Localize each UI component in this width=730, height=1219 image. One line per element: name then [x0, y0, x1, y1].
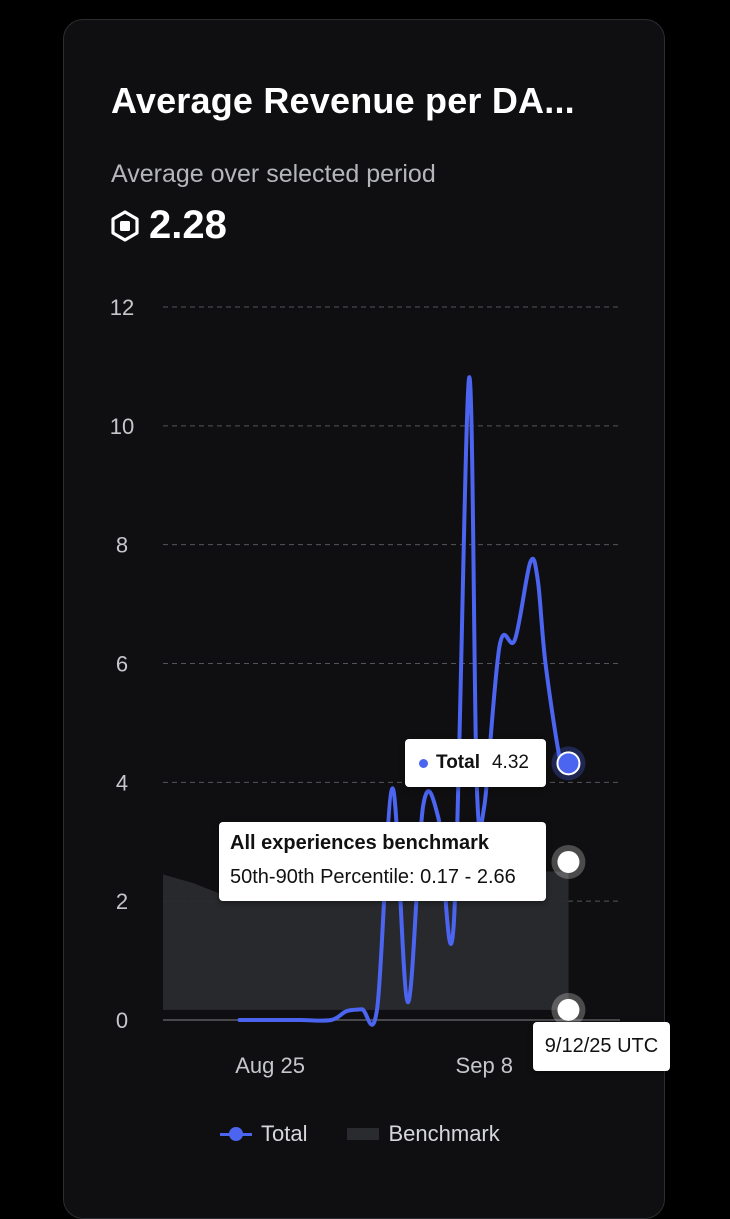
legend-label-total: Total [261, 1121, 308, 1146]
benchmark-high-marker [557, 850, 580, 873]
total-tooltip: Total 4.32 [405, 739, 546, 787]
legend-line-icon [220, 1127, 252, 1141]
legend-item-total[interactable]: Total [220, 1121, 307, 1147]
card-title: Average Revenue per DA... [111, 80, 575, 121]
legend-item-benchmark[interactable]: Benchmark [347, 1121, 500, 1147]
benchmark-tooltip: All experiences benchmark 50th-90th Perc… [219, 822, 546, 901]
benchmark-tooltip-title: All experiences benchmark [230, 832, 490, 854]
y-tick-label: 4 [116, 770, 128, 795]
total-marker [556, 751, 581, 776]
y-tick-label: 10 [110, 414, 134, 439]
card-subtitle: Average over selected period [111, 160, 436, 188]
benchmark-area [163, 868, 569, 1010]
total-dot-icon [419, 758, 428, 768]
metric-value: 2.28 [149, 203, 227, 247]
total-tooltip-label: Total [436, 752, 480, 773]
y-tick-label: 2 [116, 889, 128, 914]
y-tick-label: 0 [116, 1008, 128, 1033]
benchmark-tooltip-range: 50th-90th Percentile: 0.17 - 2.66 [230, 866, 516, 888]
y-tick-label: 12 [110, 295, 134, 320]
x-tick-label: Aug 25 [235, 1053, 305, 1078]
legend-swatch-icon [347, 1128, 380, 1140]
date-tooltip: 9/12/25 UTC [533, 1022, 670, 1071]
x-tick-label: Sep 8 [456, 1053, 514, 1078]
total-series-line [237, 375, 571, 1027]
chart-legend: Total Benchmark [220, 1121, 500, 1147]
y-tick-label: 8 [116, 533, 128, 558]
benchmark-low-marker [557, 998, 580, 1021]
total-tooltip-value: 4.32 [491, 752, 529, 773]
metric-summary: 2.28 [111, 203, 227, 248]
y-tick-label: 6 [116, 652, 128, 677]
legend-label-benchmark: Benchmark [388, 1121, 500, 1146]
robux-icon [111, 209, 139, 242]
